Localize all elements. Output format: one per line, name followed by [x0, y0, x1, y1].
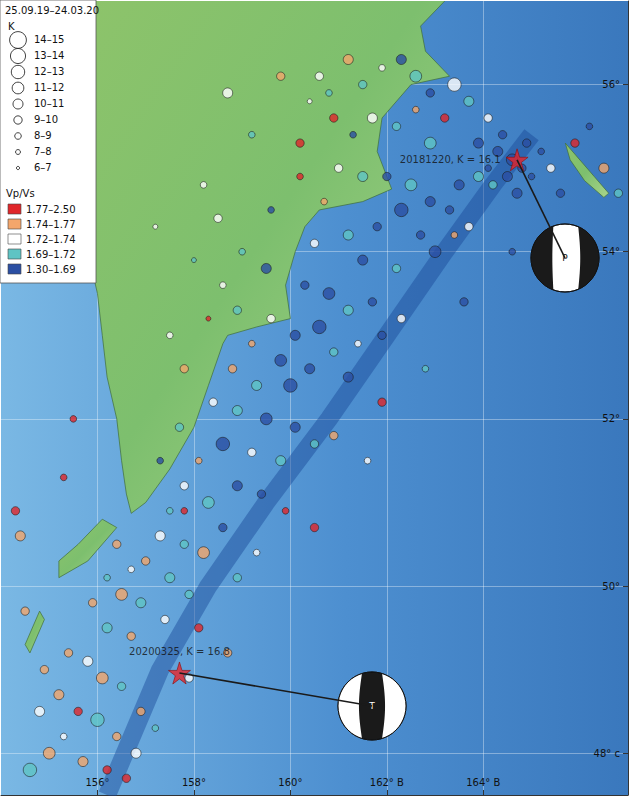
svg-text:14–15: 14–15 — [34, 34, 64, 45]
svg-text:1.77–2.50: 1.77–2.50 — [26, 204, 76, 215]
svg-text:6–7: 6–7 — [34, 162, 52, 173]
svg-text:156°: 156° — [85, 776, 110, 788]
svg-text:Vp/Vs: Vp/Vs — [6, 188, 35, 199]
svg-text:7–8: 7–8 — [34, 146, 52, 157]
svg-text:160°: 160° — [278, 777, 302, 788]
svg-text:52°: 52° — [602, 413, 620, 424]
svg-text:20181220, K = 16.1: 20181220, K = 16.1 — [400, 154, 501, 165]
svg-text:T: T — [369, 701, 375, 711]
svg-text:56°: 56° — [602, 79, 620, 90]
svg-text:158°: 158° — [182, 777, 206, 788]
svg-text:164° В: 164° В — [466, 777, 500, 788]
svg-text:1.30–1.69: 1.30–1.69 — [26, 264, 76, 275]
svg-text:9–10: 9–10 — [34, 114, 58, 125]
svg-text:8–9: 8–9 — [34, 130, 52, 141]
svg-text:P: P — [562, 253, 568, 263]
svg-text:K: K — [8, 21, 15, 32]
svg-text:1.69–1.72: 1.69–1.72 — [26, 249, 76, 260]
svg-text:162° В: 162° В — [370, 777, 404, 788]
svg-text:1.74–1.77: 1.74–1.77 — [26, 219, 76, 230]
svg-text:50°: 50° — [602, 581, 620, 592]
svg-text:20200325, K = 16.8: 20200325, K = 16.8 — [129, 646, 230, 657]
svg-text:48° с: 48° с — [594, 748, 620, 759]
svg-text:11–12: 11–12 — [34, 82, 64, 93]
svg-text:12–13: 12–13 — [34, 66, 64, 77]
svg-text:1.72–1.74: 1.72–1.74 — [26, 234, 76, 245]
svg-text:54°: 54° — [602, 246, 620, 257]
svg-text:25.09.19–24.03.20: 25.09.19–24.03.20 — [5, 5, 99, 16]
svg-text:10–11: 10–11 — [34, 98, 64, 109]
svg-text:13–14: 13–14 — [34, 50, 64, 61]
